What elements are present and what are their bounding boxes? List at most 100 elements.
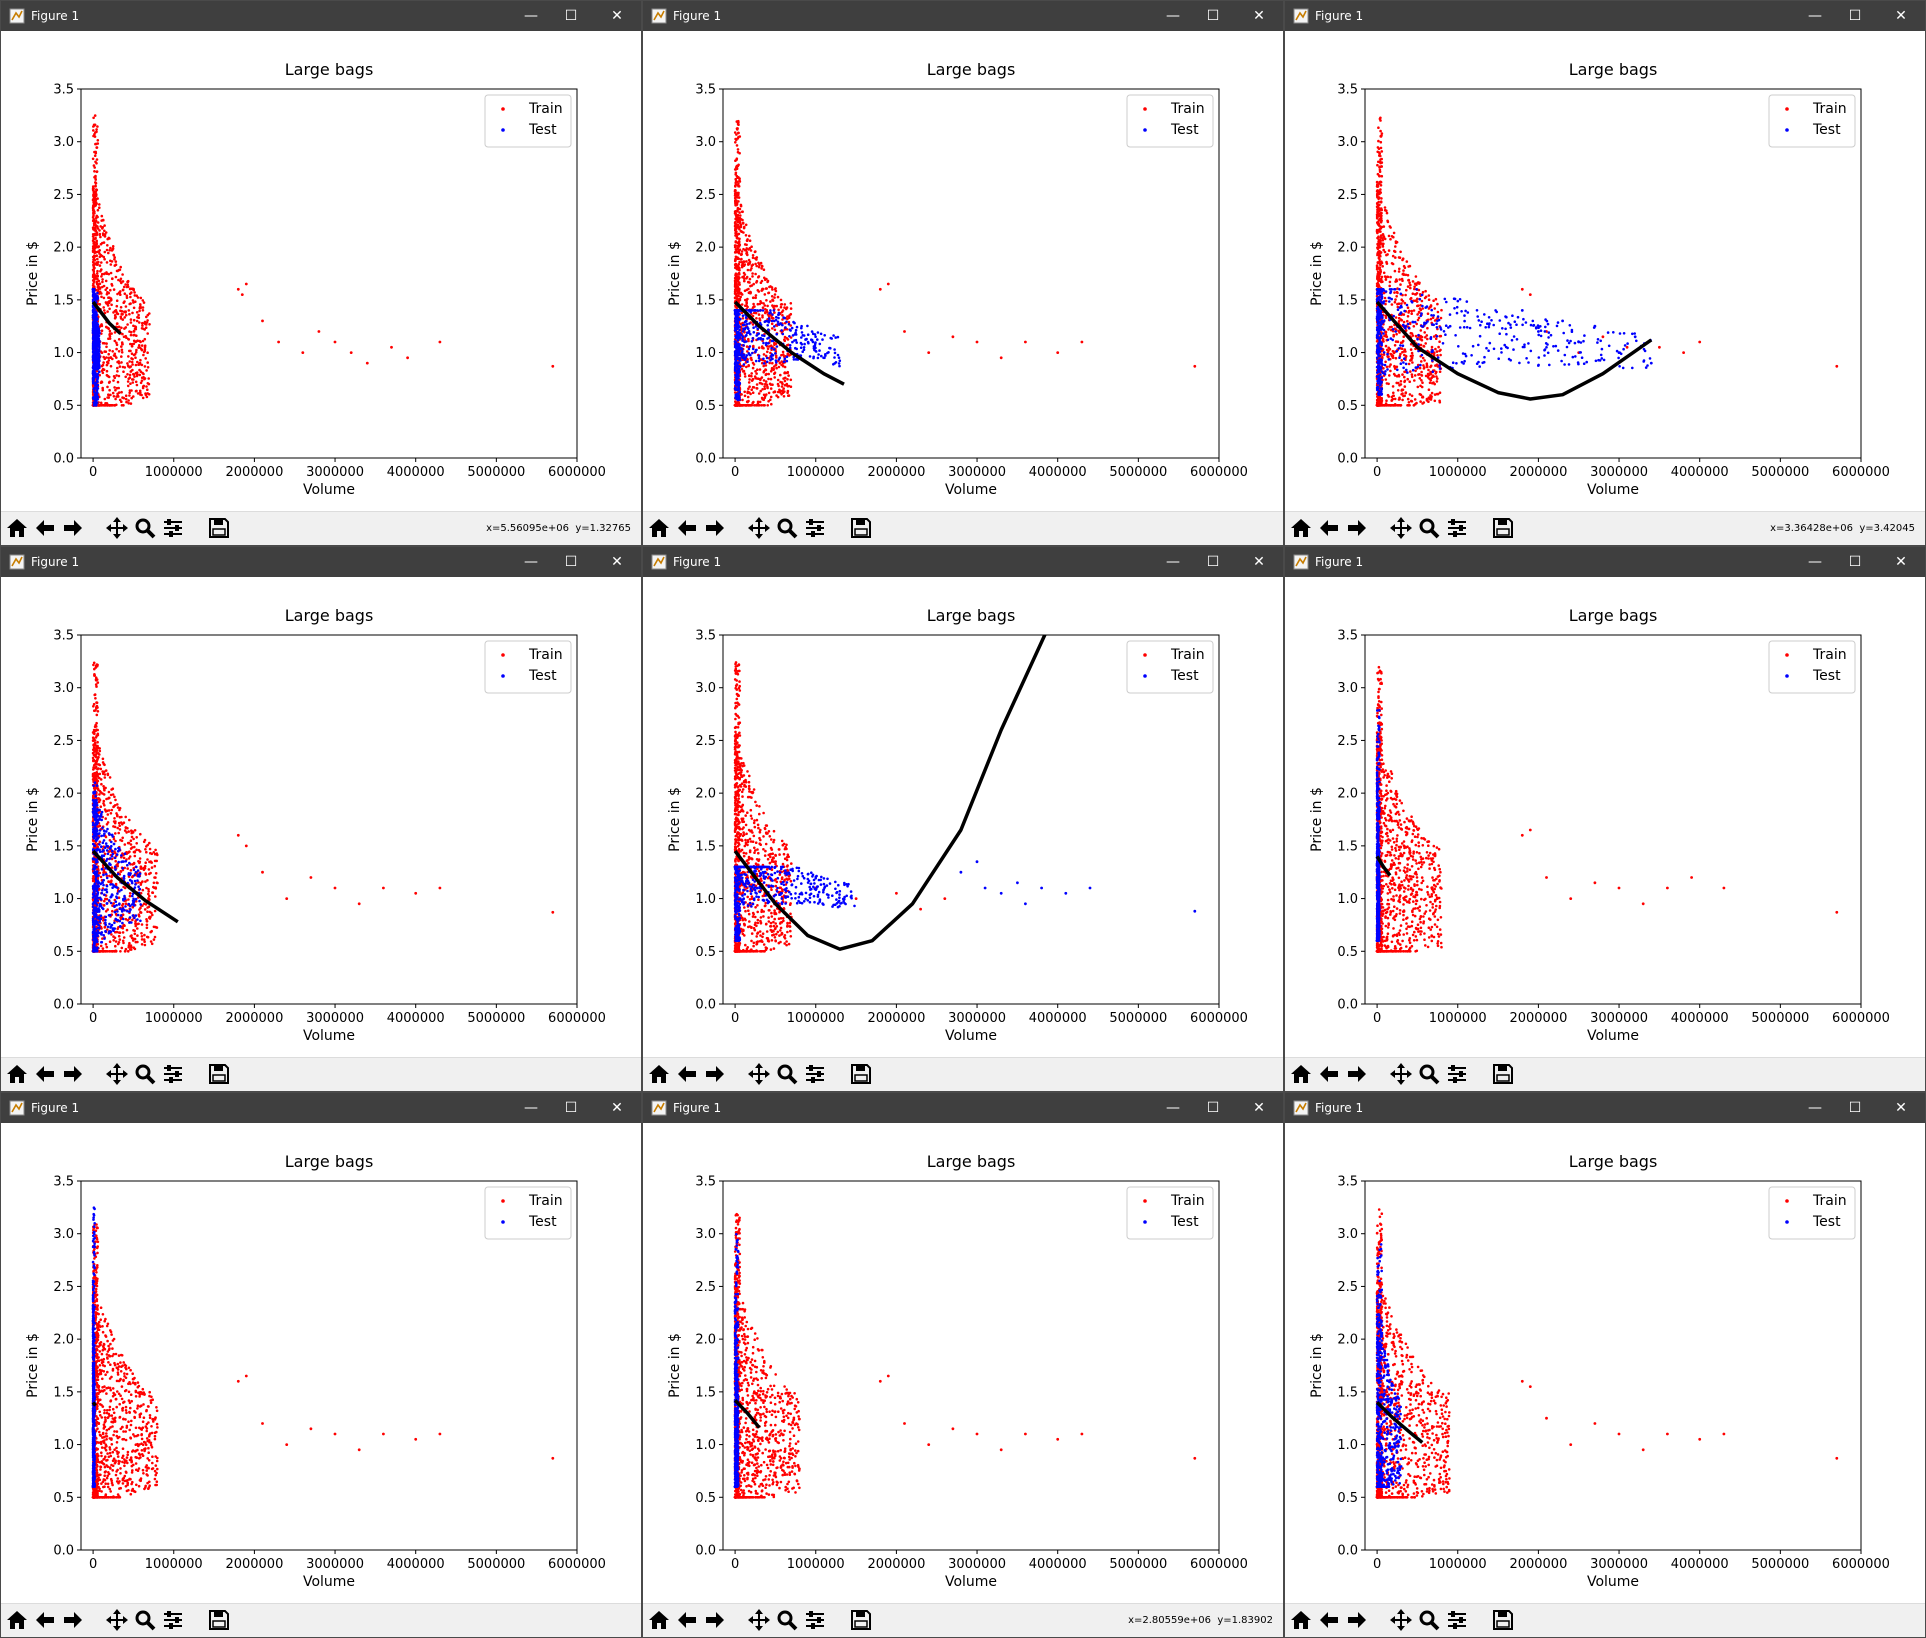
data-point-train: [139, 340, 142, 344]
data-point-train: [1403, 375, 1406, 379]
data-point-test: [818, 342, 822, 346]
pan-button[interactable]: [105, 516, 131, 542]
window-titlebar[interactable]: Figure 1— ☐ ✕: [1, 1, 641, 31]
back-arrow-button[interactable]: [675, 516, 701, 542]
data-point-train: [146, 319, 149, 322]
data-point-test: [799, 346, 803, 350]
data-point-train: [1376, 163, 1379, 167]
data-point-test: [738, 367, 741, 371]
data-point-train: [789, 378, 793, 382]
data-point-train: [1410, 358, 1413, 362]
data-point-train: [1427, 307, 1431, 310]
data-point-train: [1377, 240, 1380, 243]
data-point-train: [785, 384, 789, 387]
data-point-train: [749, 268, 752, 272]
data-point-train: [93, 124, 96, 127]
data-point-train: [745, 247, 748, 250]
data-point-train: [113, 339, 117, 343]
maximize-button[interactable]: ☐: [1848, 8, 1862, 24]
data-point-train: [766, 347, 770, 351]
data-point-train: [1393, 404, 1397, 407]
data-point-train: [1397, 320, 1401, 323]
maximize-button[interactable]: ☐: [1206, 8, 1220, 24]
close-button[interactable]: ✕: [611, 8, 623, 24]
back-arrow-button[interactable]: [33, 516, 59, 542]
configure-subplots-button[interactable]: [161, 516, 187, 542]
data-point-train: [1426, 337, 1429, 341]
maximize-button[interactable]: ☐: [564, 8, 578, 24]
window-title: Figure 1: [673, 9, 722, 23]
zoom-button[interactable]: [775, 516, 801, 542]
configure-subplots-button[interactable]: [803, 516, 829, 542]
data-point-test: [816, 338, 819, 341]
data-point-train: [1377, 196, 1381, 199]
zoom-button[interactable]: [133, 516, 159, 542]
home-button[interactable]: [647, 516, 673, 542]
data-point-test: [775, 332, 778, 336]
minimize-button[interactable]: —: [1808, 8, 1822, 24]
save-button[interactable]: [849, 516, 875, 542]
close-button[interactable]: ✕: [1895, 8, 1907, 24]
data-point-train: [781, 318, 784, 321]
window-titlebar[interactable]: Figure 1 — ☐ ✕: [643, 1, 1283, 31]
window-titlebar[interactable]: Figure 1— ☐ ✕: [1285, 1, 1925, 31]
data-point-train: [113, 258, 116, 261]
data-point-test: [838, 359, 842, 363]
data-point-train: [1411, 280, 1415, 283]
data-point-train: [146, 351, 149, 355]
data-point-train: [95, 240, 98, 244]
data-point-train: [1404, 293, 1407, 297]
data-point-train: [92, 222, 96, 225]
y-tick-label: 3.5: [695, 83, 716, 98]
data-point-train: [1437, 345, 1440, 349]
data-point-test: [822, 356, 825, 360]
data-point-train: [129, 302, 132, 305]
data-point-train: [1415, 322, 1418, 326]
data-point-train: [1601, 335, 1605, 339]
data-point-test: [745, 331, 749, 335]
data-point-train: [773, 304, 776, 308]
home-button[interactable]: [5, 516, 31, 542]
minimize-button[interactable]: —: [524, 8, 538, 24]
data-point-test: [741, 350, 744, 353]
data-point-test: [813, 333, 817, 336]
data-point-train: [147, 393, 151, 396]
data-point-train: [787, 394, 791, 397]
data-point-train: [748, 262, 751, 265]
data-point-train: [746, 268, 750, 272]
save-button[interactable]: [207, 516, 233, 542]
data-point-train: [1388, 225, 1392, 228]
data-point-train: [737, 401, 740, 405]
data-point-train: [123, 310, 126, 314]
data-point-train: [786, 389, 790, 393]
data-point-train: [1384, 299, 1388, 303]
data-point-train: [120, 400, 123, 404]
data-point-train: [141, 306, 145, 309]
data-point-test: [96, 380, 99, 384]
data-point-train: [783, 365, 787, 369]
data-point-test: [94, 382, 98, 385]
data-point-train: [141, 386, 145, 390]
pan-button[interactable]: [747, 516, 773, 542]
data-point-train: [773, 288, 777, 291]
data-point-test: [737, 374, 740, 378]
data-point-train: [1395, 365, 1399, 369]
close-button[interactable]: ✕: [1253, 8, 1265, 24]
forward-arrow-button[interactable]: [61, 516, 87, 542]
data-point-test: [775, 315, 778, 319]
data-point-train: [1392, 335, 1395, 338]
plot-area: [91, 114, 555, 407]
data-point-test: [762, 341, 765, 345]
data-point-train: [763, 276, 766, 280]
forward-arrow-button[interactable]: [703, 516, 729, 542]
data-point-train: [1379, 146, 1383, 150]
data-point-train: [743, 277, 746, 280]
data-point-test: [832, 334, 835, 337]
x-tick-label: 6000000: [548, 465, 606, 480]
data-point-train: [142, 327, 145, 331]
minimize-button[interactable]: —: [1166, 8, 1180, 24]
data-point-test: [96, 378, 99, 381]
data-point-train: [95, 214, 99, 218]
data-point-test: [765, 360, 769, 364]
